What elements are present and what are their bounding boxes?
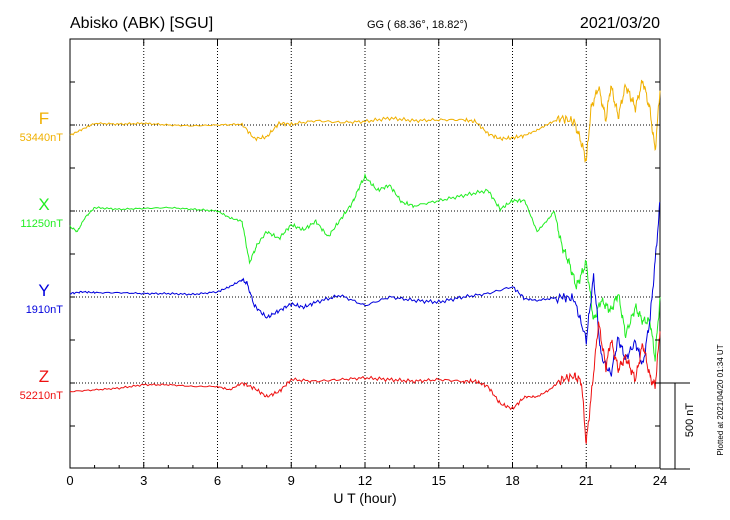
series-line-x [69,172,661,362]
x-tick-label-6: 6 [214,473,221,488]
series-line-f [69,79,661,163]
baseline-lines [70,124,660,384]
x-tick-label-15: 15 [432,473,446,488]
plot-frame [69,38,661,469]
x-axis-ticks: 0 3 6 9 12 15 18 21 24 [66,39,667,488]
x-axis-label: U T (hour) [333,490,396,506]
x-tick-label-9: 9 [288,473,295,488]
x-tick-label-21: 21 [579,473,593,488]
series-lines [69,79,661,444]
grid-lines [143,39,587,468]
x-tick-label-0: 0 [66,473,73,488]
baseline-value-y: 1910nT [26,304,64,316]
x-tick-label-3: 3 [140,473,147,488]
x-tick-label-18: 18 [505,473,519,488]
station-title: Abisko (ABK) [SGU] [70,15,213,32]
series-name-f: F [39,109,49,128]
series-name-x: X [38,195,49,214]
baseline-value-z: 52210nT [20,390,64,402]
baseline-value-f: 53440nT [20,132,64,144]
date-label: 2021/03/20 [580,15,660,32]
plotted-timestamp: Plotted at 2021/04/20 01:34 UT [716,344,725,455]
x-tick-label-12: 12 [358,473,372,488]
series-line-z [69,321,661,444]
series-name-z: Z [39,367,49,386]
station-coordinates: GG ( 68.36°, 18.82°) [367,19,468,31]
series-name-y: Y [38,281,49,300]
scale-bar-label: 500 nT [684,403,696,438]
x-tick-label-24: 24 [653,473,667,488]
baseline-value-x: 11250nT [20,218,63,230]
